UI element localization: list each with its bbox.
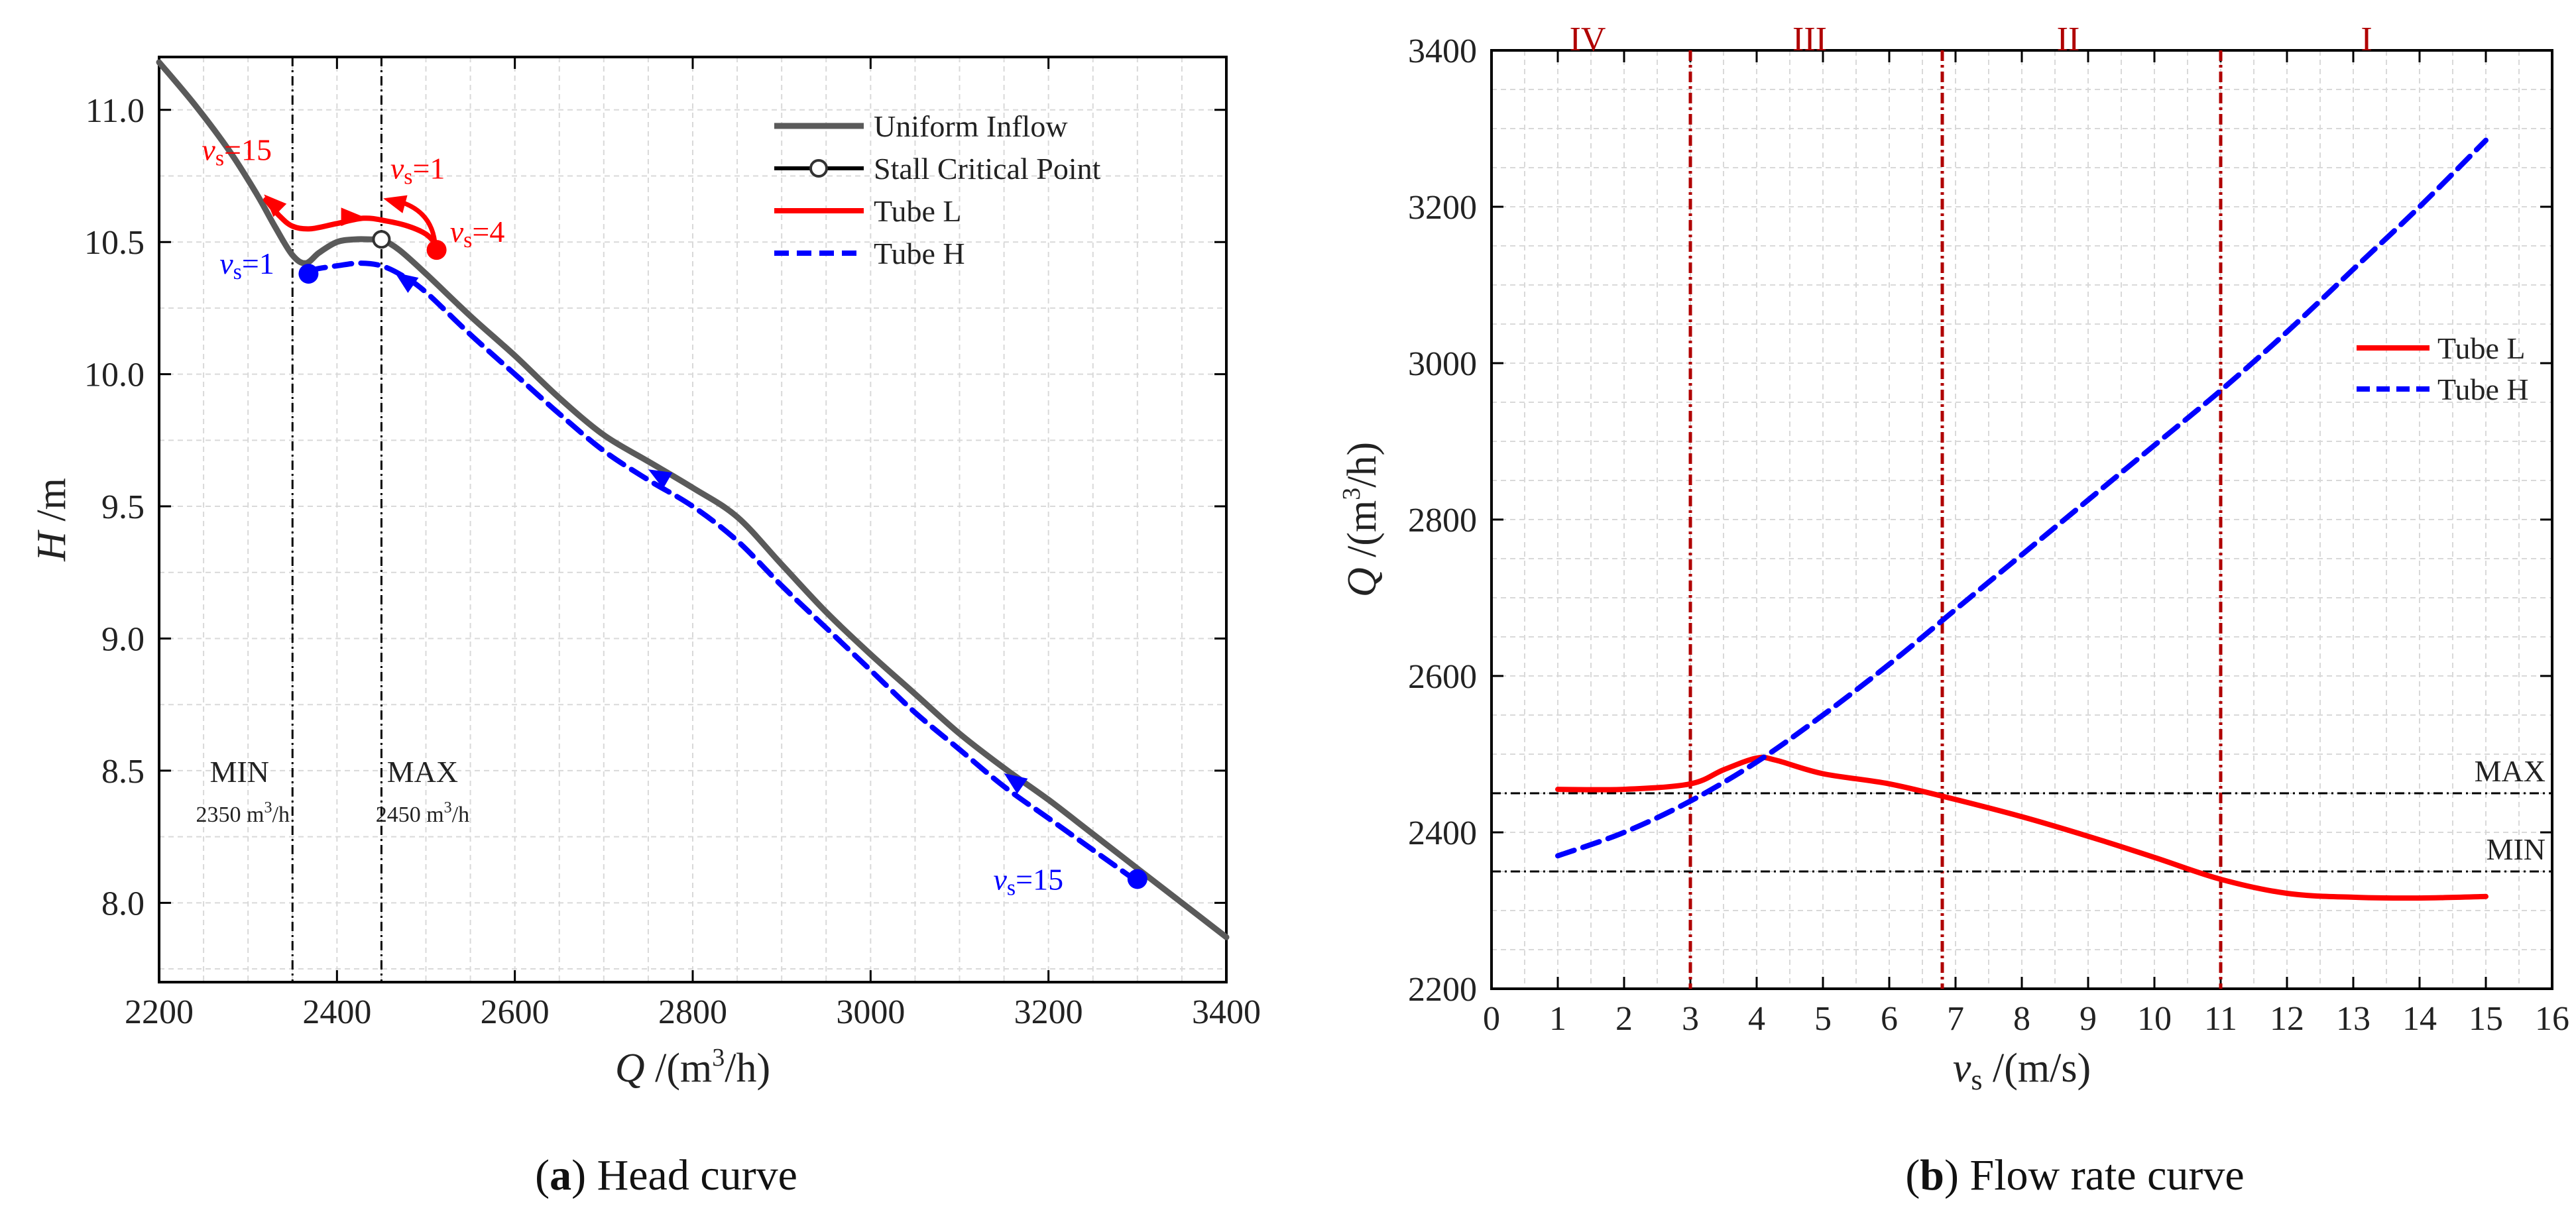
ref-label-min: MIN <box>2487 832 2546 866</box>
x-tick-label: 2600 <box>481 993 550 1031</box>
x-tick-label: 4 <box>1748 1000 1765 1038</box>
legend-entry: Tube L <box>874 194 962 228</box>
y-tick-label: 9.5 <box>101 488 145 526</box>
x-tick-label: 3 <box>1682 1000 1699 1038</box>
y-tick-label: 10.5 <box>84 224 145 262</box>
y-tick-label: 10.0 <box>84 357 145 394</box>
x-tick-label: 10 <box>2137 1000 2172 1038</box>
x-tick-label: 2 <box>1615 1000 1633 1038</box>
tube-h-arrow-bottom <box>1004 773 1028 794</box>
uniform-inflow-line <box>156 59 1230 940</box>
x-tick-label: 9 <box>2079 1000 2097 1038</box>
tube-h-line <box>1555 137 2488 859</box>
x-tick-label: 14 <box>2402 1000 2437 1038</box>
x-tick-label: 5 <box>1814 1000 1832 1038</box>
y-tick-label: 3400 <box>1408 32 1477 70</box>
head-curve-chart: 2200 2400 2600 2800 3000 3200 3400 8.0 8.5 9.0 9.5… <box>29 56 1261 1199</box>
y-axis-title: Q /(m3/h) <box>1338 442 1385 597</box>
tube-l-line <box>1555 754 2488 901</box>
legend-entry: Stall Critical Point <box>874 152 1101 186</box>
x-tick-label: 8 <box>2013 1000 2030 1038</box>
tube-h-line <box>306 260 1140 885</box>
x-tick-label: 15 <box>2469 1000 2503 1038</box>
tube-h-end-marker <box>1127 869 1147 889</box>
x-tick-label: 3200 <box>1014 993 1083 1031</box>
x-axis-title: vs /(m/s) <box>1953 1046 2091 1096</box>
tube-l-arrow-right <box>383 195 408 213</box>
annotation-vs-blue: vs=15 <box>993 862 1063 900</box>
tube-l-end-marker <box>426 240 447 260</box>
y-tick-label: 2600 <box>1408 658 1477 696</box>
y-tick-label: 2800 <box>1408 502 1477 539</box>
y-tick-label: 8.5 <box>101 753 145 791</box>
y-tick-label: 3000 <box>1408 345 1477 383</box>
tube-h-start-marker <box>298 264 319 284</box>
ref-label-max: MAX <box>2475 754 2546 788</box>
x-tick-label: 11 <box>2204 1000 2237 1038</box>
x-tick-label: 3400 <box>1192 993 1261 1031</box>
flow-rate-curve-chart: 0 1 2 3 4 5 6 7 8 9 10 11 12 13 14 15 162200240026002800… <box>1338 21 2569 1199</box>
legend: Uniform Inflow Stall Critical Point Tube L… <box>774 109 1101 270</box>
y-tick-label: 2200 <box>1408 971 1477 1009</box>
annotation-vs-red: vs=15 <box>202 133 272 171</box>
x-tick-label: 2400 <box>302 993 371 1031</box>
x-tick-label: 16 <box>2535 1000 2569 1038</box>
x-axis-title: Q /(m3/h) <box>615 1044 770 1091</box>
x-tick-label: 0 <box>1483 1000 1500 1038</box>
y-tick-label: 11.0 <box>86 92 145 130</box>
y-tick-label: 2400 <box>1408 814 1477 852</box>
region-label-iv: IV <box>1570 21 1606 58</box>
stall-critical-point <box>372 230 391 249</box>
x-tick-label: 2200 <box>125 993 194 1031</box>
y-tick-label: 8.0 <box>101 885 145 922</box>
y-tick-label: 9.0 <box>101 620 145 658</box>
legend-entry: Tube H <box>874 237 965 270</box>
tube-h-arrow-top <box>394 272 419 294</box>
x-tick-label: 13 <box>2336 1000 2371 1038</box>
y-axis-title: H /m <box>29 478 74 562</box>
ref-sub-max: 2450 m3/h <box>376 799 469 827</box>
x-tick-label: 1 <box>1549 1000 1566 1038</box>
plot-frame <box>158 56 1228 983</box>
x-tick-label: 6 <box>1881 1000 1898 1038</box>
annotation-vs-red: vs=4 <box>450 215 505 252</box>
legend-marker <box>809 159 828 178</box>
region-label-iii: III <box>1792 21 1827 58</box>
grid <box>159 57 1226 982</box>
x-tick-label: 7 <box>1947 1000 1964 1038</box>
annotation-vs-blue: vs=1 <box>219 247 274 284</box>
ref-sub-min: 2350 m3/h <box>196 799 290 827</box>
legend-entry: Tube H <box>2437 372 2529 406</box>
ref-label-max: MAX <box>387 755 458 789</box>
grid <box>1492 50 2552 989</box>
legend-entry: Tube L <box>2437 331 2526 365</box>
x-tick-label: 12 <box>2270 1000 2304 1038</box>
y-tick-label: 3200 <box>1408 189 1477 227</box>
legend: Tube L Tube H <box>2357 331 2529 406</box>
region-label-ii: II <box>2057 21 2080 58</box>
tube-l-arrow-left <box>264 194 287 217</box>
region-label-i: I <box>2361 21 2372 58</box>
caption-b: (b) Flow rate curve <box>1905 1151 2244 1199</box>
x-tick-label: 3000 <box>836 993 905 1031</box>
annotation-vs-red: vs=1 <box>390 151 445 189</box>
tube-h-arrow-mid <box>648 469 673 489</box>
x-tick-label: 2800 <box>658 993 727 1031</box>
ref-label-min: MIN <box>210 755 269 789</box>
legend-entry: Uniform Inflow <box>874 109 1068 143</box>
tube-l-arrow-mid <box>341 207 364 227</box>
caption-a: (a) Head curve <box>535 1151 797 1199</box>
